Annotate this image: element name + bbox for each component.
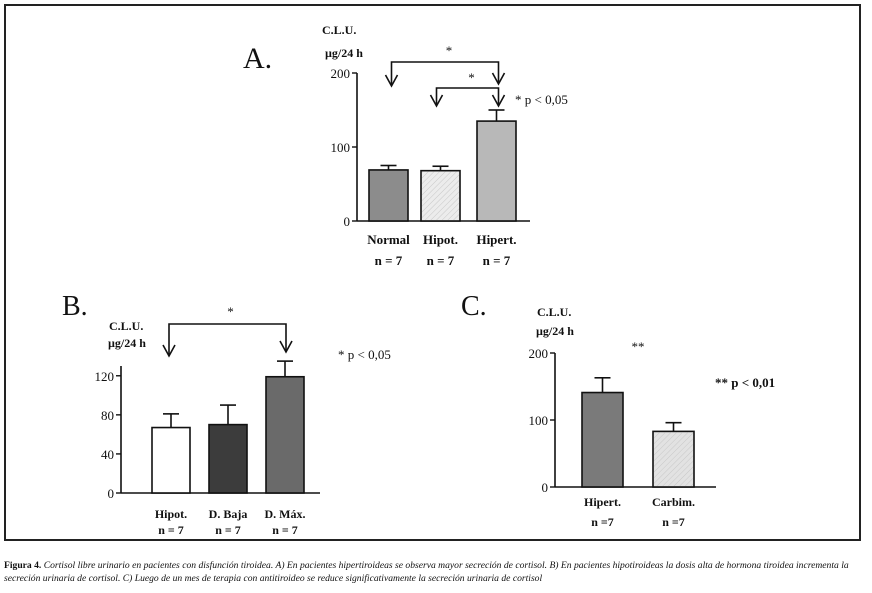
y-axis-label: µg/24 h [536, 324, 574, 338]
category-label: Hipot. [423, 232, 458, 247]
n-label: n = 7 [272, 523, 298, 537]
n-label: n = 7 [483, 253, 511, 268]
y-tick-label: 0 [108, 486, 115, 501]
significance-bracket [390, 61, 500, 86]
y-tick-label: 100 [331, 140, 351, 155]
bar-hatch [654, 432, 693, 486]
y-axis-label: µg/24 h [325, 46, 363, 60]
y-tick-label: 0 [344, 214, 351, 229]
significance-label: * [227, 304, 234, 319]
y-tick-label: 200 [331, 66, 351, 81]
significance-bracket [168, 323, 287, 356]
significance-note: * p < 0,05 [338, 347, 391, 362]
category-label: Normal [367, 232, 410, 247]
arrow-head [279, 340, 293, 354]
chart-title: C.L.U. [322, 23, 356, 37]
category-label: D. Baja [209, 507, 248, 521]
arrow-head [491, 94, 506, 108]
y-axis-label: µg/24 h [108, 336, 146, 350]
bar-1 [368, 169, 409, 222]
panel-label: A. [243, 42, 272, 75]
caption-lead: Figura 4. [4, 560, 42, 571]
n-label: n = 7 [375, 253, 403, 268]
significance-note: * p < 0,05 [515, 92, 568, 107]
arrow-head [162, 344, 176, 358]
n-label: n =7 [591, 515, 614, 529]
n-label: n = 7 [427, 253, 455, 268]
chart-title: C.L.U. [537, 305, 571, 319]
y-tick-label: 0 [542, 480, 549, 495]
n-label: n = 7 [215, 523, 241, 537]
y-tick-label: 40 [101, 447, 114, 462]
n-label: n =7 [662, 515, 685, 529]
bar-3 [265, 375, 305, 494]
y-tick-label: 120 [95, 369, 115, 384]
arrow-head [491, 72, 506, 86]
chart-panel-b: B. C.L.U. µg/24 h 0 40 80 120 Hipot. n = 7 D. Baj… [62, 291, 391, 537]
y-tick-label: 200 [529, 346, 549, 361]
category-label: D. Máx. [265, 507, 306, 521]
caption-text: Cortisol libre urinario en pacientes con… [4, 560, 849, 584]
category-label: Hipert. [476, 232, 516, 247]
chart-panel-a: A. C.L.U. µg/24 h 0 100 200 Normal n = 7 Hipot. n… [243, 23, 568, 268]
y-tick-label: 80 [101, 408, 114, 423]
bar-1 [581, 391, 624, 488]
significance-note: ** p < 0,01 [715, 375, 775, 390]
significance-label: * [446, 43, 453, 58]
panel-label: B. [62, 291, 88, 322]
category-label: Carbim. [652, 495, 695, 509]
category-label: Hipert. [584, 495, 621, 509]
figure-frame [4, 4, 861, 541]
significance-label: ** [632, 339, 645, 354]
panel-label: C. [461, 291, 487, 322]
significance-label: * [468, 70, 475, 85]
n-label: n = 7 [158, 523, 184, 537]
bar-3 [476, 120, 517, 222]
chart-panel-c: C. C.L.U. µg/24 h 0 100 200 Hipert. n =7 Carbim.… [461, 291, 775, 529]
significance-bracket [435, 87, 500, 106]
bar-hatch [422, 171, 459, 220]
arrow-head [429, 94, 444, 108]
chart-title: C.L.U. [109, 319, 143, 333]
category-label: Hipot. [155, 507, 187, 521]
bar-2 [208, 423, 248, 494]
y-tick-label: 100 [529, 413, 549, 428]
figure-caption: Figura 4. Cortisol libre urinario en pac… [4, 560, 866, 585]
bar-1 [151, 426, 191, 494]
arrow-head [384, 74, 399, 88]
